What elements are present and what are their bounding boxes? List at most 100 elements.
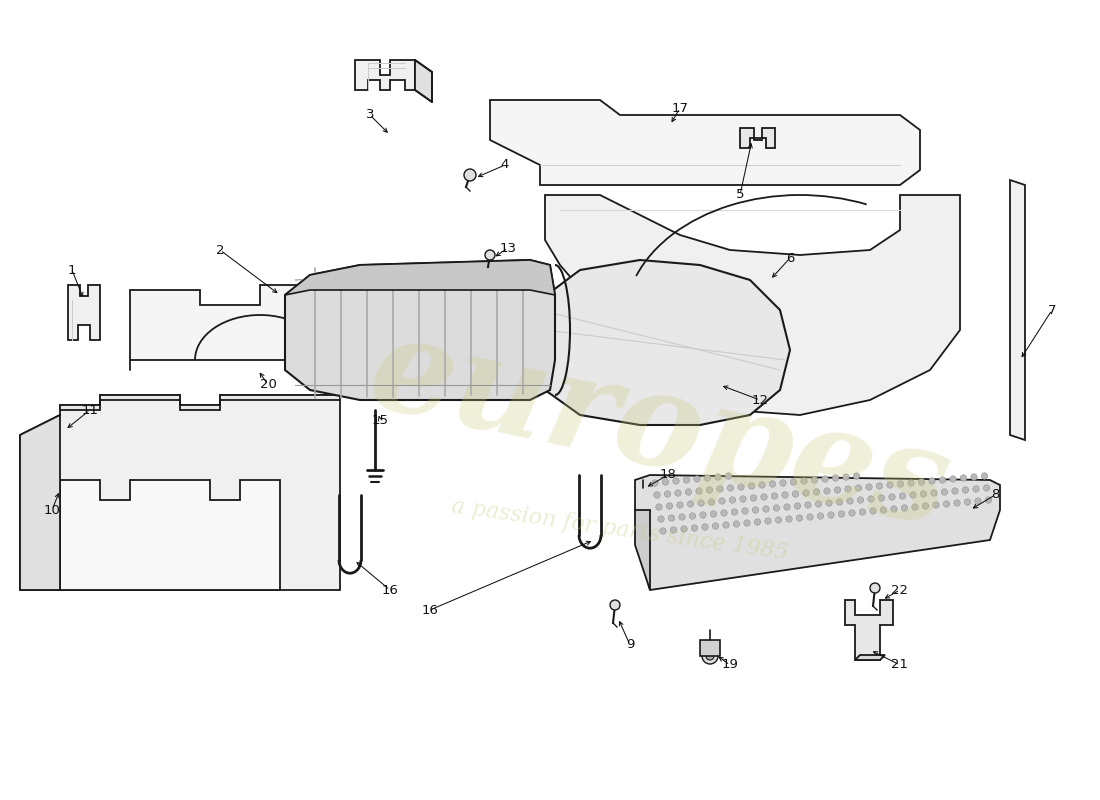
Circle shape [898, 481, 904, 487]
Polygon shape [544, 195, 960, 415]
Circle shape [792, 490, 799, 497]
Circle shape [922, 503, 928, 509]
Circle shape [688, 501, 694, 507]
Text: 20: 20 [260, 378, 276, 391]
Polygon shape [415, 60, 432, 102]
Text: 8: 8 [991, 489, 999, 502]
Circle shape [780, 480, 786, 486]
Circle shape [954, 500, 960, 506]
Text: 15: 15 [372, 414, 388, 426]
Circle shape [931, 490, 937, 496]
Circle shape [676, 502, 683, 508]
Circle shape [826, 500, 833, 506]
Circle shape [806, 514, 813, 520]
Circle shape [706, 652, 714, 660]
Circle shape [762, 506, 769, 512]
Polygon shape [740, 128, 776, 148]
Circle shape [928, 478, 935, 484]
Polygon shape [285, 260, 556, 400]
Circle shape [921, 490, 926, 497]
Circle shape [900, 493, 905, 499]
Circle shape [673, 478, 679, 484]
Text: 22: 22 [891, 583, 909, 597]
Polygon shape [845, 600, 893, 660]
Circle shape [718, 498, 725, 504]
Polygon shape [355, 60, 415, 90]
Circle shape [803, 490, 810, 496]
Text: a passion for parts since 1985: a passion for parts since 1985 [450, 495, 790, 565]
Polygon shape [60, 480, 280, 590]
Circle shape [706, 486, 713, 493]
Circle shape [713, 523, 718, 530]
Circle shape [889, 494, 895, 500]
Circle shape [732, 509, 738, 515]
Circle shape [704, 475, 711, 481]
Text: 6: 6 [785, 251, 794, 265]
Circle shape [670, 527, 676, 533]
Circle shape [702, 648, 718, 664]
Circle shape [949, 476, 956, 482]
Circle shape [744, 520, 750, 526]
Circle shape [741, 508, 748, 514]
Circle shape [740, 496, 746, 502]
Circle shape [696, 488, 702, 494]
Circle shape [942, 489, 948, 495]
Circle shape [849, 510, 855, 516]
Text: 16: 16 [382, 583, 398, 597]
Circle shape [908, 480, 914, 486]
Circle shape [845, 486, 851, 492]
Circle shape [822, 476, 828, 482]
Circle shape [769, 481, 776, 487]
Text: 7: 7 [1047, 303, 1056, 317]
Circle shape [702, 524, 708, 530]
Circle shape [870, 583, 880, 593]
Text: 17: 17 [671, 102, 689, 114]
Circle shape [700, 512, 706, 518]
Text: 9: 9 [626, 638, 635, 651]
Circle shape [836, 499, 843, 506]
Polygon shape [635, 510, 650, 590]
Circle shape [669, 515, 674, 522]
Circle shape [694, 476, 701, 482]
Circle shape [880, 507, 887, 514]
Text: 10: 10 [44, 503, 60, 517]
Circle shape [683, 477, 690, 483]
Text: 19: 19 [722, 658, 738, 671]
Circle shape [834, 486, 840, 493]
Circle shape [761, 494, 767, 500]
Circle shape [877, 482, 882, 489]
Circle shape [824, 488, 830, 494]
Circle shape [755, 519, 761, 525]
Circle shape [813, 489, 820, 495]
Circle shape [944, 501, 949, 507]
Circle shape [854, 473, 860, 479]
Text: 4: 4 [500, 158, 509, 171]
Circle shape [685, 489, 692, 495]
Circle shape [727, 485, 734, 491]
Circle shape [784, 504, 790, 510]
Circle shape [986, 497, 992, 503]
Circle shape [610, 600, 620, 610]
Circle shape [847, 498, 854, 504]
Circle shape [697, 500, 704, 506]
Circle shape [962, 486, 969, 493]
Circle shape [653, 492, 660, 498]
Circle shape [652, 480, 658, 486]
Circle shape [817, 513, 824, 519]
Circle shape [833, 475, 838, 481]
Circle shape [933, 502, 939, 508]
Circle shape [771, 493, 778, 499]
Circle shape [910, 492, 916, 498]
Text: 13: 13 [499, 242, 517, 254]
Circle shape [866, 484, 872, 490]
Circle shape [691, 525, 697, 531]
Polygon shape [1010, 180, 1025, 440]
Circle shape [464, 169, 476, 181]
Circle shape [972, 486, 979, 492]
Circle shape [759, 482, 766, 488]
Circle shape [857, 497, 864, 503]
Circle shape [782, 492, 789, 498]
Circle shape [975, 498, 981, 504]
Text: 21: 21 [891, 658, 909, 671]
Text: 3: 3 [365, 109, 374, 122]
